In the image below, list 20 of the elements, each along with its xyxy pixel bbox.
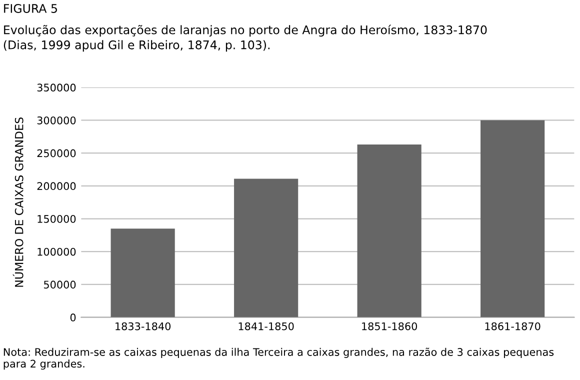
text: Nota: Reduziram-se as caixas pequenas da ilha Terceira a caixas grandes, na razão de 3 caixas pequenas para 2 grandes.: [4, 348, 554, 370]
y-tick-label: 150000: [38, 215, 76, 223]
bar: [357, 144, 422, 318]
chart-title: FIGURA 5: [4, 4, 57, 13]
y-tick-label: 300000: [37, 116, 76, 124]
chart-subtitle: Evolução das exportações de laranjas no porto de Angra do Heroísmo, 1833-1870 (Dias, 1999 apud Gil e Ribeiro, 1874, p. 103).: [4, 24, 487, 52]
y-tick-label: 50000: [44, 280, 76, 289]
x-tick-label: 1851-1860: [362, 322, 418, 330]
y-tick-label: 350000: [37, 84, 76, 92]
x-tick-label: 1833-1840: [116, 322, 171, 330]
x-tick-label: 1841-1850: [238, 322, 294, 330]
x-tick-label: 1861-1870: [485, 322, 540, 330]
bar: [234, 178, 298, 318]
y-tick-label: 250000: [37, 149, 76, 158]
y-tick-label: 0: [70, 314, 76, 322]
bar: [480, 120, 545, 318]
y-tick-label: 200000: [37, 182, 76, 190]
y-tick-label: 100000: [38, 248, 76, 256]
bar: [110, 228, 175, 318]
y-axis-title: NÚMERO DE CAIXAS GRANDES: [12, 117, 24, 287]
